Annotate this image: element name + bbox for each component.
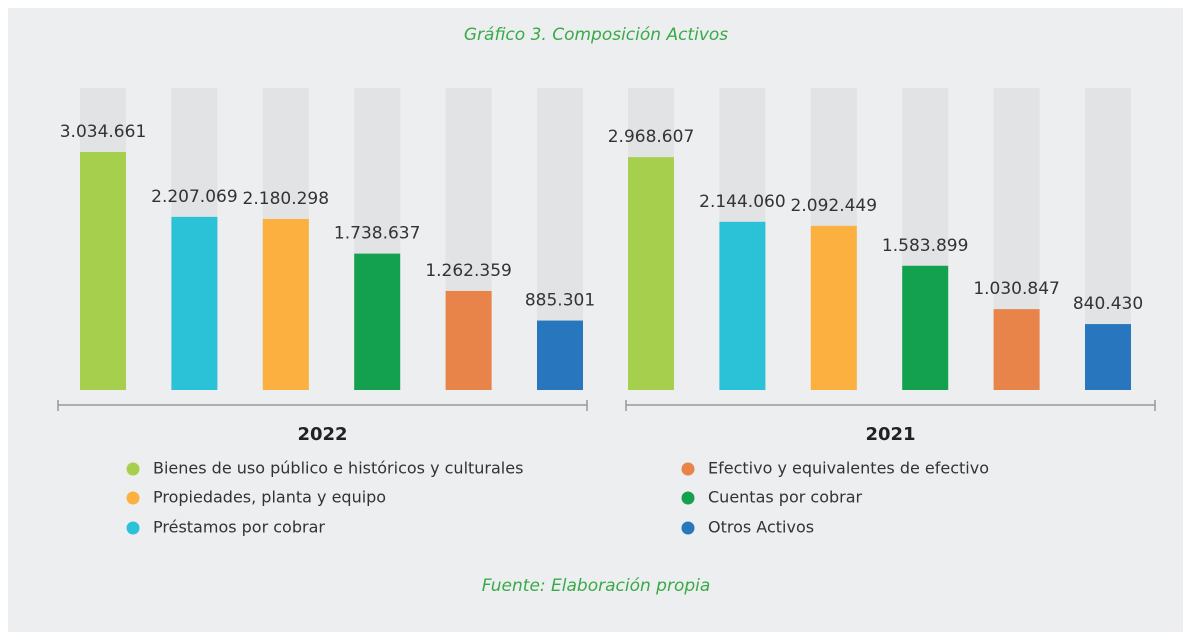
data-label: 2.180.298: [243, 189, 330, 209]
legend-swatch: [681, 521, 695, 535]
legend-label: Bienes de uso público e históricos y cul…: [153, 459, 523, 478]
legend-label: Otros Activos: [708, 518, 814, 537]
data-label: 2.144.060: [699, 192, 786, 212]
legend-swatch: [126, 521, 140, 535]
chart-title: Gráfico 3. Composición Activos: [464, 25, 728, 45]
group-label: 2021: [865, 424, 915, 445]
data-label: 1.583.899: [882, 236, 969, 256]
data-label: 2.092.449: [791, 196, 878, 216]
data-label: 3.034.661: [60, 122, 147, 142]
bar: [354, 253, 401, 390]
bar: [171, 216, 218, 390]
legend-label: Cuentas por cobrar: [708, 488, 863, 507]
legend-swatch: [681, 462, 695, 476]
data-label: 1.030.847: [973, 279, 1060, 299]
bar: [719, 221, 766, 390]
legend-swatch: [126, 462, 140, 476]
bar: [80, 151, 126, 390]
data-label: 840.430: [1073, 294, 1143, 314]
bar: [1085, 324, 1131, 390]
data-label: 885.301: [525, 291, 595, 311]
bar: [445, 290, 492, 390]
bar: [628, 157, 674, 390]
legend-label: Propiedades, planta y equipo: [153, 488, 386, 507]
data-label: 2.207.069: [151, 187, 238, 207]
data-label: 1.738.637: [334, 224, 421, 244]
source: Fuente: Elaboración propia: [482, 576, 711, 596]
bar: [537, 320, 583, 390]
legend-label: Préstamos por cobrar: [153, 518, 325, 537]
bar: [902, 265, 949, 390]
data-label: 1.262.359: [425, 261, 512, 281]
legend-swatch: [126, 491, 140, 505]
bar: [262, 218, 309, 390]
data-label: 2.968.607: [608, 127, 695, 147]
legend-swatch: [681, 491, 695, 505]
bar: [810, 225, 857, 390]
group-label: 2022: [297, 424, 347, 445]
bar: [993, 309, 1040, 390]
legend-label: Efectivo y equivalentes de efectivo: [708, 459, 989, 478]
